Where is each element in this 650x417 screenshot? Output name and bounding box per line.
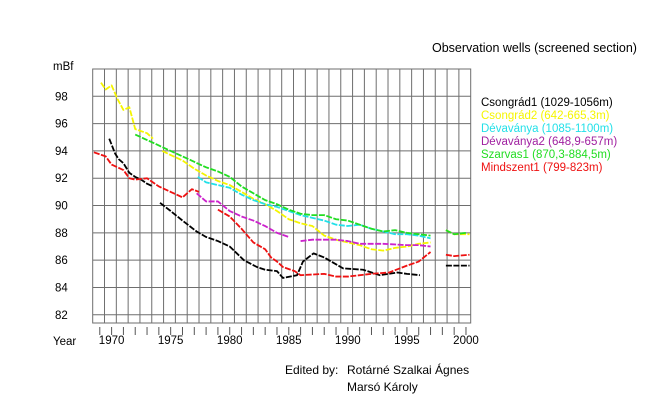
x-tick-label: 1985 — [276, 335, 302, 347]
y-tick-label: 84 — [55, 282, 68, 294]
y-tick-label: 94 — [55, 146, 68, 158]
y-tick-label: 98 — [55, 91, 68, 103]
series-line-1 — [161, 150, 431, 252]
editor-name-1: Rotárné Szalkai Ágnes — [347, 363, 470, 377]
chart-title: Observation wells (screened section) — [432, 41, 637, 55]
series-line-0 — [159, 202, 421, 279]
series-line-4 — [134, 133, 431, 237]
legend-entry-mindszent1: Mindszent1 (799-823m) — [481, 162, 603, 174]
series-line-5 — [93, 151, 200, 199]
legend-entry-devavanya: Dévaványa (1085-1100m) — [481, 123, 614, 135]
legend-entry-csongrad1: Csongrád1 (1029-1056m) — [481, 97, 613, 109]
series-line-5 — [217, 208, 432, 278]
x-tick-label: 1980 — [217, 335, 243, 347]
y-tick-label: 82 — [55, 310, 68, 322]
legend-entry-csongrad2: Csongrád2 (642-665,3m) — [481, 110, 610, 122]
series-line-4 — [445, 229, 467, 236]
y-axis-label: mBf — [53, 61, 74, 73]
series-line-3 — [300, 238, 431, 248]
x-axis-label: Year — [53, 336, 77, 348]
series-line-0 — [108, 138, 154, 188]
x-tick-label: 1990 — [335, 335, 361, 347]
y-tick-label: 90 — [55, 201, 68, 213]
series-line-1 — [100, 82, 154, 140]
y-tick-label: 92 — [55, 173, 68, 185]
y-tick-label: 96 — [55, 119, 68, 131]
legend-entry-devavanya2: Dévaványa2 (648,9-657m) — [481, 136, 618, 148]
series-line-5 — [445, 253, 470, 257]
x-tick-label: 2000 — [453, 335, 479, 347]
edited-by-label: Edited by: — [285, 363, 339, 377]
legend-entry-szarvas1: Szarvas1 (870,3-884,5m) — [481, 149, 611, 161]
y-tick-label: 88 — [55, 228, 68, 240]
editor-name-2: Marsó Károly — [347, 380, 418, 394]
x-tick-label: 1970 — [99, 335, 125, 347]
series-line-2 — [197, 176, 431, 240]
series-line-3 — [196, 192, 290, 238]
x-tick-label: 1995 — [394, 335, 420, 347]
y-tick-label: 86 — [55, 255, 68, 267]
x-tick-label: 1975 — [158, 335, 184, 347]
plot-frame — [92, 68, 472, 324]
